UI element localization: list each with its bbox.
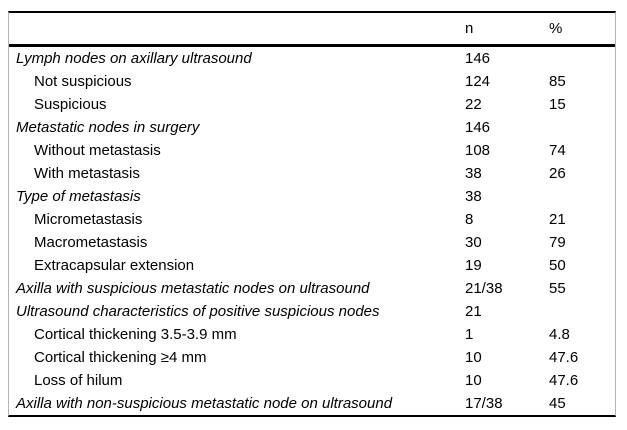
row-n-value: 38	[465, 165, 482, 182]
row-label: Axilla with suspicious metastatic nodes …	[16, 280, 370, 297]
table-row: Macrometastasis 30 79	[9, 231, 615, 254]
row-label: Cortical thickening ≥4 mm	[34, 349, 207, 366]
row-percent-value	[549, 46, 615, 71]
row-label: Macrometastasis	[34, 234, 148, 251]
row-percent-value	[549, 185, 615, 208]
table-row: Axilla with non-suspicious metastatic no…	[9, 392, 615, 415]
table-row: Metastatic nodes in surgery 146	[9, 116, 615, 139]
row-label: Loss of hilum	[34, 372, 123, 389]
row-percent-value: 47.6	[549, 349, 579, 366]
table-row: Lymph nodes on axillary ultrasound 146	[9, 46, 615, 71]
row-percent-value: 45	[549, 395, 566, 412]
row-n-value: 17/38	[465, 395, 503, 412]
row-label: Micrometastasis	[34, 211, 143, 228]
row-n-value: 108	[465, 142, 491, 159]
row-label: Without metastasis	[34, 142, 161, 159]
header-n-column: n	[465, 13, 549, 47]
row-n-value: 1	[465, 326, 474, 343]
row-n-value: 38	[465, 188, 482, 205]
table-row: Micrometastasis 8 21	[9, 208, 615, 231]
row-percent-value: 4.8	[549, 326, 570, 343]
row-n-value: 19	[465, 257, 482, 274]
results-table-grid: n % Lymph nodes on axillary ultrasound 1…	[9, 13, 615, 415]
table-row: Ultrasound characteristics of positive s…	[9, 300, 615, 323]
row-label: Not suspicious	[34, 73, 132, 90]
table-row: Type of metastasis 38	[9, 185, 615, 208]
row-label: Metastatic nodes in surgery	[16, 119, 200, 136]
table-body: Lymph nodes on axillary ultrasound 146 N…	[9, 46, 615, 416]
row-percent-value: 21	[549, 211, 566, 228]
row-percent-value	[549, 116, 615, 139]
row-label: Extracapsular extension	[34, 257, 195, 274]
row-percent-value: 74	[549, 142, 566, 159]
row-label: Type of metastasis	[16, 188, 141, 205]
row-n-value: 8	[465, 211, 474, 228]
table-row: Cortical thickening 3.5-3.9 mm 1 4.8	[9, 323, 615, 346]
row-n-value: 21/38	[465, 280, 503, 297]
row-n-value: 146	[465, 119, 491, 136]
row-percent-value: 79	[549, 234, 566, 251]
row-n-value: 10	[465, 349, 482, 366]
row-n-value: 124	[465, 73, 491, 90]
row-label: Axilla with non-suspicious metastatic no…	[16, 395, 393, 412]
header-label-column	[9, 13, 465, 47]
row-n-value: 22	[465, 96, 482, 113]
row-label: Lymph nodes on axillary ultrasound	[16, 50, 252, 67]
table-row: With metastasis 38 26	[9, 162, 615, 185]
row-label: Cortical thickening 3.5-3.9 mm	[34, 326, 237, 343]
row-n-value: 21	[465, 303, 482, 320]
table-row: Without metastasis 108 74	[9, 139, 615, 162]
row-n-value: 146	[465, 50, 491, 67]
row-n-value: 30	[465, 234, 482, 251]
table-row: Cortical thickening ≥4 mm 10 47.6	[9, 346, 615, 369]
row-percent-value: 26	[549, 165, 566, 182]
table-row: Loss of hilum 10 47.6	[9, 369, 615, 392]
row-label: Ultrasound characteristics of positive s…	[16, 303, 380, 320]
row-percent-value: 55	[549, 280, 566, 297]
row-percent-value: 15	[549, 96, 566, 113]
table-row: Extracapsular extension 19 50	[9, 254, 615, 277]
row-percent-value: 50	[549, 257, 566, 274]
row-percent-value: 47.6	[549, 372, 579, 389]
row-n-value: 10	[465, 372, 482, 389]
header-row: n %	[9, 13, 615, 47]
row-label: Suspicious	[34, 96, 107, 113]
results-table: n % Lymph nodes on axillary ultrasound 1…	[8, 11, 616, 417]
table-row: Suspicious 22 15	[9, 93, 615, 116]
header-percent-column: %	[549, 13, 615, 47]
row-percent-value	[549, 300, 615, 323]
table-row: Not suspicious 124 85	[9, 70, 615, 93]
table-row: Axilla with suspicious metastatic nodes …	[9, 277, 615, 300]
row-percent-value: 85	[549, 73, 566, 90]
row-label: With metastasis	[34, 165, 140, 182]
